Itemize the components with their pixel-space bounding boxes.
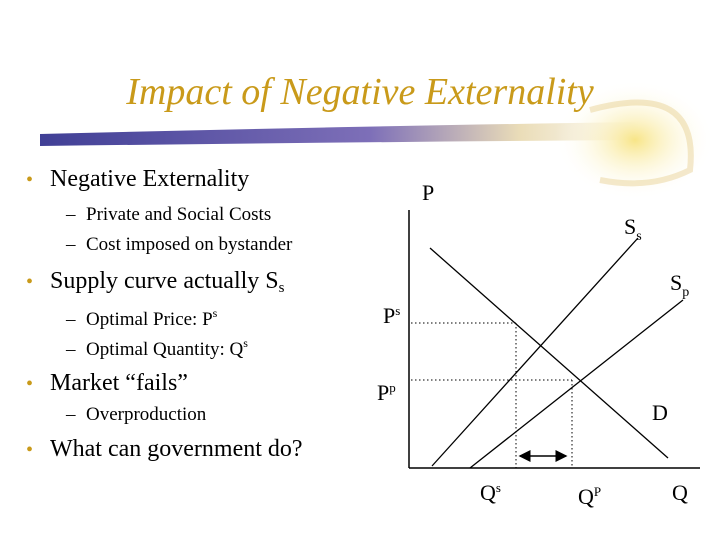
slide-title: Impact of Negative Externality [126,71,594,113]
social-price-label: Ps [383,303,401,328]
sub-bullet-item: – Overproduction [66,404,207,425]
bullet-item: • Negative Externality [26,166,250,192]
demand-curve [429,247,669,459]
bullet-item: • Supply curve actually Ss [26,268,285,296]
sub-bullet-item: – Optimal Price: Ps [66,306,218,330]
social-supply-label: Ss [624,214,642,244]
social-supply-curve [431,237,639,467]
y-axis-label: P [422,180,435,205]
x-axis-label: Q [672,480,688,505]
sub-bullet-item: – Cost imposed on bystander [66,234,293,255]
bullet-dot-icon: • [26,271,34,293]
bullet-dot-icon: • [26,169,34,191]
bullet-item: • Market “fails” [26,370,188,396]
bullet-dot-icon: • [26,373,34,395]
private-supply-label: Sp [670,270,690,300]
bullet-dot-icon: • [26,439,34,461]
sub-bullet-item: – Private and Social Costs [66,204,272,225]
demand-label: D [652,400,668,425]
private-price-label: Pp [377,380,396,405]
private-supply-curve [469,299,684,469]
social-qty-label: Qs [480,480,501,505]
bullet-item: • What can government do? [26,436,303,462]
sub-bullet-item: – Optimal Quantity: Qs [66,336,248,360]
private-qty-label: QP [578,484,602,509]
